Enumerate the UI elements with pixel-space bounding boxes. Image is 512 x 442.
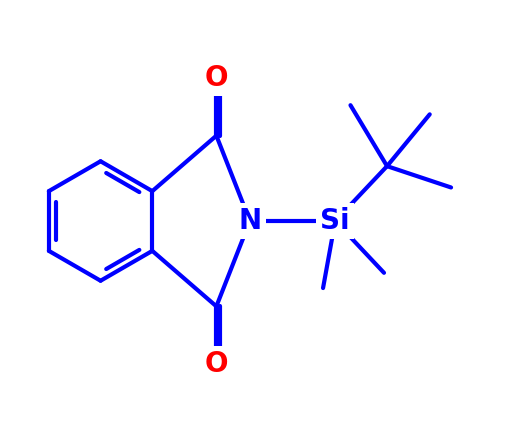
Text: Si: Si (321, 207, 350, 235)
Text: O: O (205, 350, 228, 378)
Text: N: N (239, 207, 262, 235)
Text: O: O (205, 64, 228, 92)
